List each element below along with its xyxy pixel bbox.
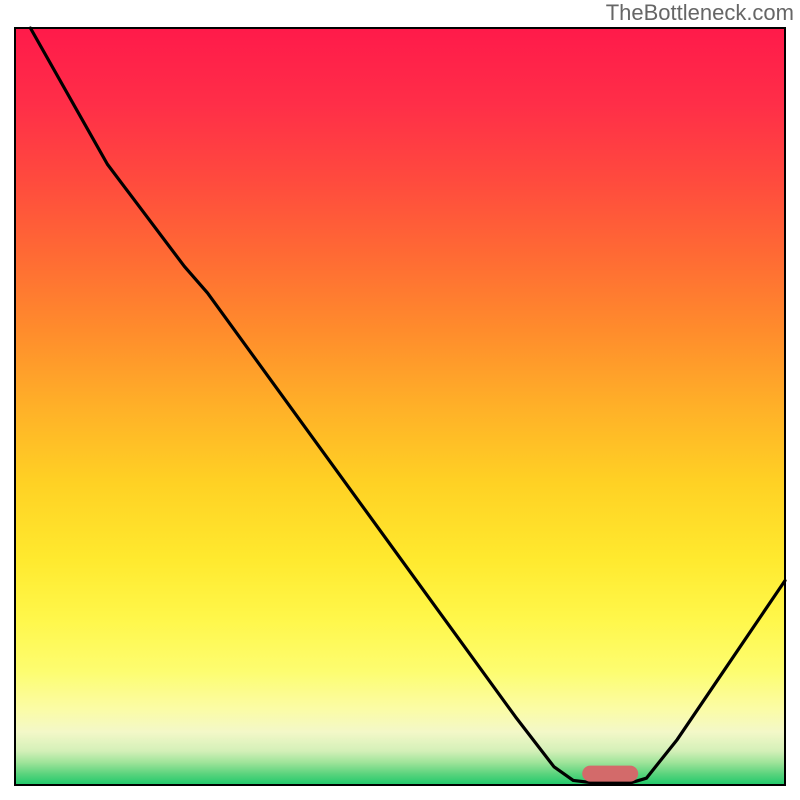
chart-frame: TheBottleneck.com	[0, 0, 800, 800]
plot-background	[15, 28, 785, 785]
optimal-marker	[582, 766, 638, 782]
bottleneck-chart	[0, 0, 800, 800]
